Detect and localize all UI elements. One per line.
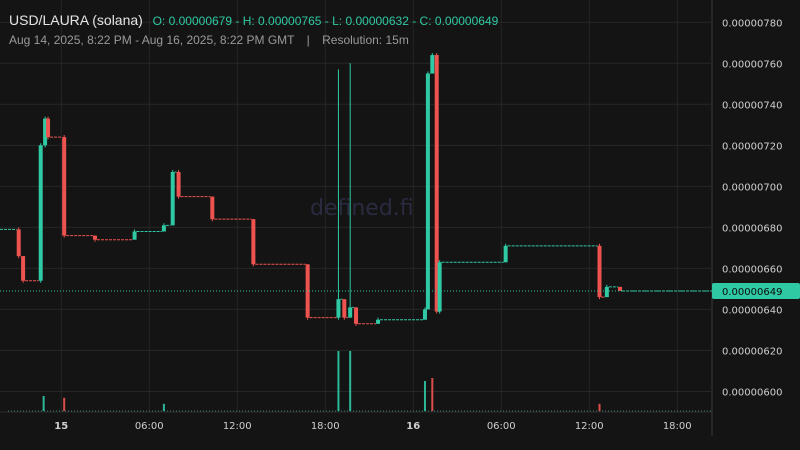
y-tick-label: 0.00000600 (722, 387, 782, 398)
volume-bar (63, 397, 66, 411)
volume-bar (598, 403, 601, 411)
candle-body (430, 55, 435, 74)
candle-body (170, 172, 175, 226)
x-axis: 15 06:00 12:00 18:00 16 06:00 12:00 18:00 (54, 421, 691, 432)
candles (0, 53, 712, 326)
close-value: 0.00000649 (434, 14, 499, 28)
y-axis: 0.00000780 0.00000760 0.00000740 0.00000720… (722, 18, 782, 398)
volume-bar (162, 403, 165, 411)
x-tick-label: 12:00 (575, 421, 604, 432)
x-tick-label: 16 (406, 421, 420, 432)
x-tick-label: 06:00 (135, 421, 164, 432)
candle-body (604, 286, 609, 298)
candle-body (618, 286, 623, 291)
volume-bar (337, 351, 340, 411)
candle-body (132, 231, 137, 240)
last-price-badge (712, 282, 800, 299)
y-tick-label: 0.00000640 (722, 305, 782, 316)
chart-subheader: Aug 14, 2025, 8:22 PM - Aug 16, 2025, 8:… (9, 33, 409, 47)
candle-body (597, 245, 602, 298)
chart-grid (0, 0, 713, 436)
candle-body (503, 245, 508, 263)
candle-body (16, 229, 21, 257)
candle-body (336, 299, 341, 318)
low-value: 0.00000632 (345, 14, 409, 28)
volume-bars (8, 351, 712, 412)
candle-body (434, 55, 439, 312)
candle-body (437, 262, 442, 312)
candle-body (43, 118, 48, 146)
candle-body (251, 219, 256, 265)
resolution-label: Resolution: (322, 33, 383, 47)
candle-body (38, 145, 43, 281)
high-value: 0.00000765 (258, 14, 322, 28)
candle-body (46, 118, 51, 138)
candle-body (376, 319, 381, 324)
candle-body (92, 235, 97, 240)
volume-bar (42, 396, 45, 411)
y-tick-label: 0.00000780 (722, 18, 782, 29)
candle-body (305, 264, 310, 318)
last-price-marker: 0.00000649 (0, 282, 800, 299)
y-tick-label: 0.00000720 (722, 141, 782, 152)
chart-header: USD/LAURA (solana) O: 0.00000679 - H: 0.… (9, 12, 498, 28)
x-tick-label: 12:00 (223, 421, 252, 432)
candle-body (210, 196, 215, 220)
candle-body (425, 73, 430, 310)
date-range: Aug 14, 2025, 8:22 PM - Aug 16, 2025, 8:… (9, 33, 295, 47)
y-tick-label: 0.00000700 (722, 182, 782, 193)
candle-body (176, 172, 181, 197)
x-tick-label: 06:00 (487, 421, 516, 432)
high-label: H: (242, 14, 255, 28)
candle-body (354, 307, 359, 324)
close-label: C: (419, 14, 432, 28)
x-tick-label: 18:00 (663, 421, 692, 432)
open-value: 0.00000679 (168, 14, 233, 28)
candle-body (342, 299, 347, 318)
y-tick-label: 0.00000740 (722, 100, 782, 111)
last-price-label: 0.00000649 (722, 287, 782, 298)
watermark: defined.fi (310, 196, 414, 221)
volume-bar (349, 351, 352, 411)
open-label: O: (152, 14, 166, 28)
resolution-value: 15m (385, 33, 409, 47)
volume-bar (423, 381, 426, 411)
candle-body (348, 307, 353, 318)
candle-body (62, 137, 67, 236)
y-tick-label: 0.00000760 (722, 59, 782, 70)
subheader-separator: | (306, 33, 310, 47)
x-tick-label: 18:00 (311, 421, 340, 432)
candle-body (161, 225, 166, 232)
y-tick-label: 0.00000620 (722, 346, 782, 357)
ohlc-readout: O: 0.00000679 - H: 0.00000765 - L: 0.000… (152, 14, 499, 28)
low-label: L: (332, 14, 343, 28)
y-tick-label: 0.00000680 (722, 223, 782, 234)
pair-title: USD/LAURA (solana) (9, 12, 143, 28)
volume-bar (431, 378, 434, 411)
candle-body (21, 256, 26, 281)
candle-body (422, 309, 427, 320)
y-tick-label: 0.00000660 (722, 264, 782, 275)
x-tick-label: 15 (54, 421, 68, 432)
